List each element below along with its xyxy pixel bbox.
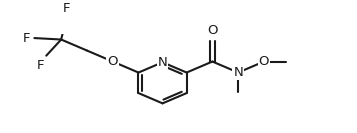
Text: F: F [23, 32, 30, 45]
Text: O: O [259, 55, 269, 68]
Text: N: N [233, 66, 243, 79]
Text: N: N [158, 56, 167, 69]
Text: O: O [107, 55, 118, 68]
Text: F: F [37, 59, 44, 72]
Text: F: F [62, 2, 70, 15]
Text: O: O [207, 24, 218, 37]
